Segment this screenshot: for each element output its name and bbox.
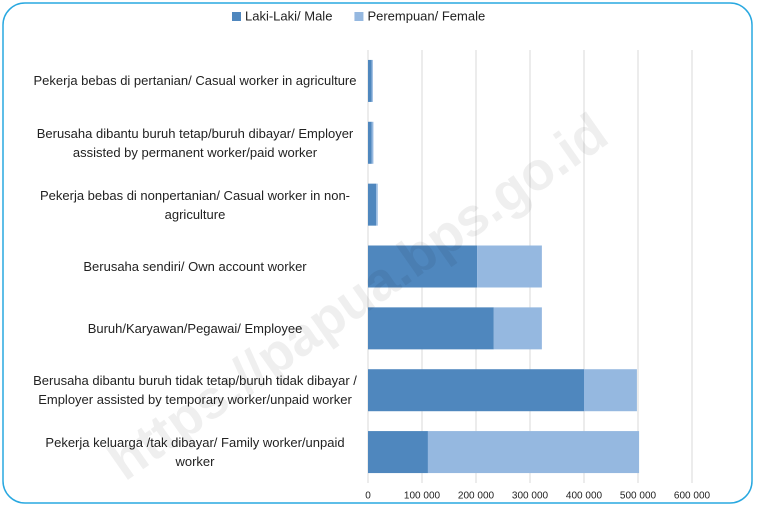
legend-label: Perempuan/ Female: [367, 8, 485, 23]
bar-segment: [584, 369, 637, 412]
category-label: Pekerja bebas di pertanian/ Casual worke…: [33, 73, 357, 89]
x-tick-label: 400 000: [566, 491, 603, 502]
category-label: Berusaha dibantu buruh tetap/buruh dibay…: [36, 125, 354, 160]
category-label: Pekerja bebas di nonpertanian/ Casual wo…: [39, 187, 351, 222]
category-label: Berusaha sendiri/ Own account worker: [83, 258, 307, 274]
legend-swatch: [232, 12, 241, 21]
bar-segment: [368, 183, 377, 226]
bar-segment: [371, 59, 373, 102]
category-label: Pekerja keluarga /tak dibayar/ Family wo…: [45, 435, 345, 470]
bar-segment: [368, 121, 372, 164]
bar-segment: [368, 369, 584, 412]
x-tick-label: 0: [365, 491, 371, 502]
category-label: Buruh/Karyawan/Pegawai/ Employee: [87, 320, 303, 336]
x-tick-label: 200 000: [458, 491, 495, 502]
legend-label: Laki-Laki/ Male: [245, 8, 332, 23]
bar-segment: [493, 307, 542, 350]
bar-segment: [376, 183, 378, 226]
bar-segment: [368, 59, 372, 102]
category-label: Berusaha dibantu buruh tidak tetap/buruh…: [33, 373, 357, 408]
x-tick-label: 600 000: [674, 491, 711, 502]
bar-segment: [427, 431, 640, 474]
legend-swatch: [354, 12, 364, 21]
bar-segment: [371, 121, 374, 164]
bar-segment: [368, 431, 428, 474]
bar-segment: [368, 307, 494, 350]
bar-segment: [477, 245, 542, 288]
x-tick-label: 300 000: [512, 491, 549, 502]
bar-segment: [368, 245, 478, 288]
x-tick-label: 500 000: [620, 491, 657, 502]
x-tick-label: 100 000: [404, 491, 441, 502]
